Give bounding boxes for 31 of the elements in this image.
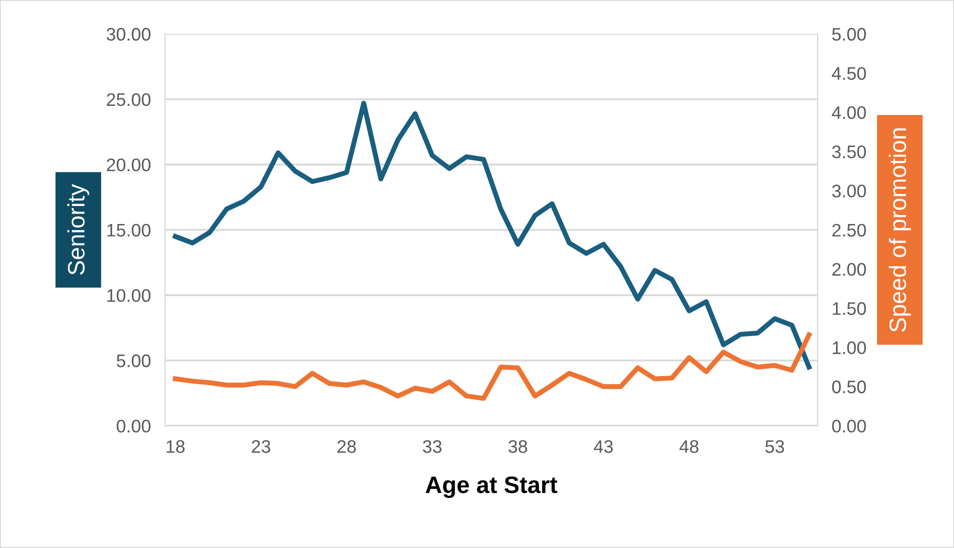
y2-tick-label: 0.00 (832, 420, 866, 433)
line-series (172, 100, 812, 370)
y-tick-label: 30.00 (106, 28, 150, 41)
y2-tick-label: 4.00 (832, 106, 866, 120)
x-tick-label: 18 (166, 440, 185, 453)
y2-tick-label: 4.50 (832, 67, 866, 80)
x-tick-label: 28 (337, 440, 356, 453)
y2-tick-label: 3.00 (832, 184, 866, 198)
x-tick-label: 53 (765, 440, 784, 453)
y-tick-label: 20.00 (106, 158, 150, 172)
x-tick-label: 48 (680, 440, 698, 453)
y2-tick-label: 0.50 (832, 380, 866, 394)
y-tick-label: 10.00 (107, 289, 150, 302)
y2-tick-label: 3.50 (832, 145, 866, 158)
y-tick-label: 5.00 (116, 354, 150, 368)
y2-tick-label: 2.50 (832, 224, 866, 237)
y-tick-label: 0.00 (116, 420, 150, 433)
x-axis-title: Age at Start (426, 476, 558, 498)
y2-tick-label: 5.00 (832, 28, 866, 41)
y2-axis-title: Speed of promotion (888, 128, 911, 332)
x-tick-label: 33 (422, 440, 442, 453)
y-tick-label: 15.00 (107, 224, 150, 237)
y2-tick-label: 1.00 (832, 341, 866, 354)
y2-tick-label: 1.50 (832, 302, 866, 315)
y2-tick-label: 2.00 (832, 263, 866, 276)
line-series (172, 332, 812, 401)
x-tick-label: 23 (252, 440, 270, 453)
y-tick-label: 25.00 (106, 93, 150, 106)
x-tick-label: 38 (508, 440, 528, 453)
x-tick-label: 43 (594, 440, 613, 453)
y-axis-title: Seniority (67, 184, 90, 275)
